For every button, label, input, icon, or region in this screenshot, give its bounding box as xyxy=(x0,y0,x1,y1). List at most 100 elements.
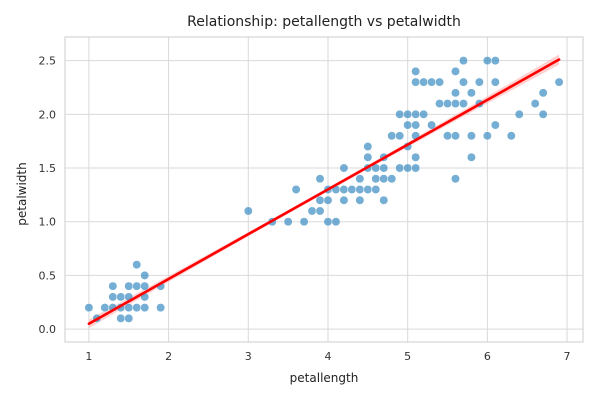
scatter-point xyxy=(506,131,516,141)
scatter-point xyxy=(140,270,150,280)
regression-line-layer xyxy=(87,58,561,326)
scatter-point xyxy=(355,195,365,205)
scatter-point xyxy=(132,303,142,313)
scatter-point xyxy=(116,292,126,302)
scatter-point xyxy=(371,174,381,184)
scatter-point xyxy=(140,303,150,313)
x-tick-label: 6 xyxy=(484,350,491,363)
scatter-point xyxy=(339,195,349,205)
scatter-point xyxy=(315,174,325,184)
scatter-point xyxy=(451,174,460,184)
scatter-point xyxy=(411,163,421,173)
scatter-point xyxy=(116,313,126,323)
scatter-point xyxy=(395,131,405,141)
x-tick-label: 1 xyxy=(85,350,92,363)
x-tick-labels: 1 2 3 4 5 6 7 xyxy=(85,350,570,363)
scatter-point xyxy=(554,77,564,87)
scatter-point xyxy=(490,77,500,87)
regression-line xyxy=(87,58,561,326)
scatter-point xyxy=(379,163,389,173)
scatter-point xyxy=(514,109,524,119)
scatter-point xyxy=(283,217,293,227)
scatter-point xyxy=(411,109,421,119)
scatter-point xyxy=(315,206,325,216)
scatter-point xyxy=(108,292,118,302)
scatter-point xyxy=(331,217,341,227)
scatter-point xyxy=(124,303,134,313)
scatter-point xyxy=(403,109,413,119)
scatter-point xyxy=(347,185,357,194)
y-axis-label: petalwidth xyxy=(15,162,29,225)
scatter-point xyxy=(323,217,333,227)
scatter-point xyxy=(435,77,445,87)
scatter-point xyxy=(443,131,452,141)
scatter-point xyxy=(395,109,405,119)
scatter-point xyxy=(466,152,476,162)
chart-title: Relationship: petallength vs petalwidth xyxy=(187,14,461,30)
x-tick-label: 7 xyxy=(564,350,571,363)
scatter-point xyxy=(459,77,468,87)
scatter-point xyxy=(140,281,150,291)
scatter-point xyxy=(339,163,349,173)
scatter-point xyxy=(124,313,134,323)
scatter-point xyxy=(538,88,548,98)
scatter-point xyxy=(355,174,365,184)
scatter-point xyxy=(132,260,142,270)
scatter-point xyxy=(451,131,460,141)
scatter-point xyxy=(156,303,166,313)
y-tick-label: 1.0 xyxy=(39,216,57,229)
scatter-point xyxy=(451,66,460,76)
scatter-point xyxy=(530,99,540,109)
scatter-point xyxy=(459,99,468,109)
scatter-point xyxy=(387,174,397,184)
scatter-point xyxy=(538,109,548,119)
scatter-point xyxy=(435,99,445,109)
scatter-point xyxy=(100,303,110,313)
scatter-point xyxy=(427,77,437,87)
y-tick-labels: 0.0 0.5 1.0 1.5 2.0 2.5 xyxy=(39,55,57,336)
plot-frame xyxy=(64,36,584,343)
scatter-point xyxy=(339,185,349,194)
scatter-point xyxy=(243,206,253,216)
scatter-point xyxy=(451,99,460,109)
scatter-point xyxy=(459,56,468,66)
scatter-point xyxy=(307,206,317,216)
scatter-point xyxy=(387,131,397,141)
scatter-point xyxy=(419,77,429,87)
scatter-point xyxy=(427,120,437,130)
scatter-point xyxy=(411,77,421,87)
x-tick-label: 3 xyxy=(245,350,252,363)
scatter-point xyxy=(108,281,118,291)
scatter-point xyxy=(395,163,405,173)
scatter-point xyxy=(403,163,413,173)
y-tick-label: 0.0 xyxy=(39,323,57,336)
scatter-point xyxy=(411,66,421,76)
scatter-point xyxy=(482,131,492,141)
x-axis-label: petallength xyxy=(290,371,359,385)
scatter-point xyxy=(363,152,373,162)
scatter-point xyxy=(443,99,452,109)
scatter-point xyxy=(490,120,500,130)
scatter-point xyxy=(291,185,301,194)
scatter-point xyxy=(363,142,373,151)
scatter-point xyxy=(451,88,460,98)
scatter-point xyxy=(419,109,429,119)
y-tick-label: 2.0 xyxy=(39,108,57,121)
scatter-point xyxy=(315,195,325,205)
scatter-point xyxy=(371,185,381,194)
scatter-point xyxy=(474,77,484,87)
scatter-point xyxy=(355,185,365,194)
scatter-point xyxy=(466,88,476,98)
scatter-point xyxy=(403,120,413,130)
scatter-point xyxy=(490,56,500,66)
scatter-point xyxy=(466,131,476,141)
x-tick-label: 2 xyxy=(165,350,172,363)
y-tick-label: 2.5 xyxy=(39,55,57,68)
x-tick-label: 4 xyxy=(324,350,331,363)
scatter-point xyxy=(132,281,142,291)
scatter-point xyxy=(411,152,421,162)
scatter-point xyxy=(363,185,373,194)
scatter-point xyxy=(299,217,309,227)
scatter-point xyxy=(379,195,389,205)
